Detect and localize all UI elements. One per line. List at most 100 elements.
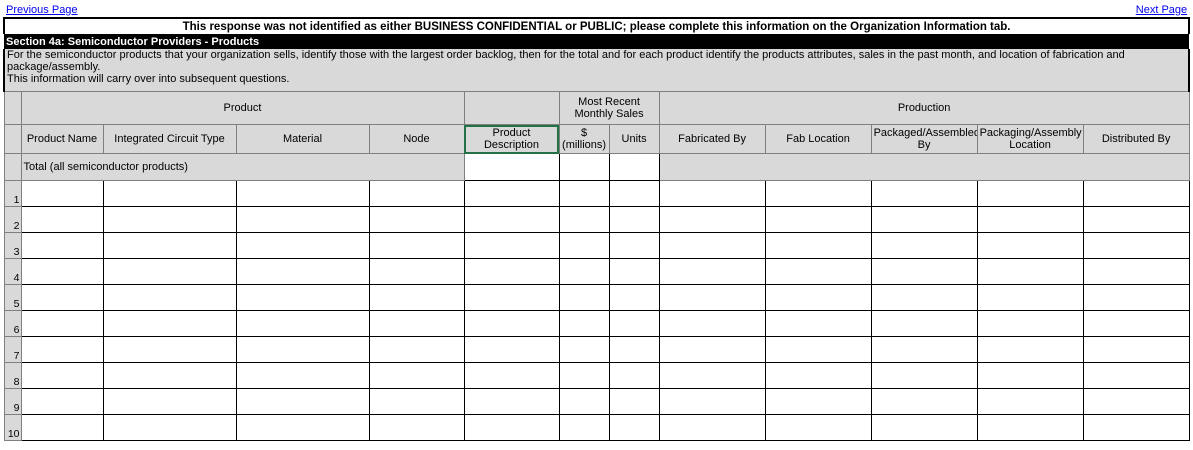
cell[interactable] [235, 206, 370, 233]
cell[interactable] [1082, 362, 1190, 389]
cell[interactable] [658, 180, 766, 207]
cell[interactable] [558, 362, 610, 389]
cell[interactable] [102, 258, 237, 285]
cell[interactable] [20, 180, 104, 207]
cell[interactable] [658, 414, 766, 441]
cell[interactable] [608, 258, 660, 285]
cell[interactable] [870, 284, 978, 311]
cell[interactable] [102, 336, 237, 363]
cell[interactable] [463, 388, 560, 415]
cell[interactable] [20, 336, 104, 363]
cell[interactable] [1082, 284, 1190, 311]
cell[interactable] [658, 232, 766, 259]
cell[interactable] [764, 232, 872, 259]
cell[interactable] [870, 336, 978, 363]
cell[interactable] [608, 362, 660, 389]
cell[interactable] [1082, 336, 1190, 363]
cell[interactable] [976, 362, 1084, 389]
cell[interactable] [368, 258, 465, 285]
cell[interactable] [235, 284, 370, 311]
cell[interactable] [368, 362, 465, 389]
cell[interactable] [608, 206, 660, 233]
cell[interactable] [558, 388, 610, 415]
cell[interactable] [870, 258, 978, 285]
cell[interactable] [976, 180, 1084, 207]
cell[interactable] [658, 258, 766, 285]
cell[interactable] [608, 180, 660, 207]
cell[interactable] [558, 284, 610, 311]
cell[interactable] [764, 414, 872, 441]
cell[interactable] [20, 362, 104, 389]
cell[interactable] [20, 284, 104, 311]
cell[interactable] [102, 206, 237, 233]
cell[interactable] [102, 232, 237, 259]
cell[interactable] [764, 284, 872, 311]
cell[interactable] [658, 206, 766, 233]
cell[interactable] [102, 180, 237, 207]
cell[interactable] [658, 284, 766, 311]
cell[interactable] [463, 258, 560, 285]
cell[interactable] [608, 388, 660, 415]
cell[interactable] [764, 206, 872, 233]
cell[interactable] [976, 232, 1084, 259]
cell[interactable] [558, 336, 610, 363]
cell[interactable] [976, 414, 1084, 441]
cell[interactable] [558, 310, 610, 337]
cell[interactable] [235, 180, 370, 207]
cell[interactable] [368, 414, 465, 441]
cell[interactable] [976, 336, 1084, 363]
cell[interactable] [463, 153, 560, 181]
cell[interactable] [558, 232, 610, 259]
cell[interactable] [608, 153, 660, 181]
cell[interactable] [1082, 232, 1190, 259]
cell[interactable] [764, 310, 872, 337]
cell[interactable] [20, 388, 104, 415]
cell[interactable] [235, 362, 370, 389]
previous-page-link[interactable]: Previous Page [6, 4, 78, 16]
cell[interactable] [976, 206, 1084, 233]
cell[interactable] [235, 258, 370, 285]
cell[interactable] [368, 388, 465, 415]
cell[interactable] [764, 388, 872, 415]
cell[interactable] [463, 336, 560, 363]
cell[interactable] [608, 310, 660, 337]
cell[interactable] [558, 258, 610, 285]
cell[interactable] [658, 362, 766, 389]
cell[interactable] [102, 362, 237, 389]
cell[interactable] [976, 284, 1084, 311]
cell[interactable] [1082, 414, 1190, 441]
cell[interactable] [608, 414, 660, 441]
cell[interactable] [870, 414, 978, 441]
cell[interactable] [608, 232, 660, 259]
cell[interactable] [20, 310, 104, 337]
cell[interactable] [368, 180, 465, 207]
cell[interactable] [764, 362, 872, 389]
cell[interactable] [870, 232, 978, 259]
cell[interactable] [658, 310, 766, 337]
cell[interactable] [20, 232, 104, 259]
cell[interactable] [235, 388, 370, 415]
cell[interactable] [235, 310, 370, 337]
cell[interactable] [658, 336, 766, 363]
cell[interactable] [102, 388, 237, 415]
cell[interactable] [608, 284, 660, 311]
cell[interactable] [368, 206, 465, 233]
cell[interactable] [976, 388, 1084, 415]
cell[interactable] [658, 388, 766, 415]
cell[interactable] [1082, 180, 1190, 207]
cell[interactable] [764, 180, 872, 207]
cell[interactable] [558, 414, 610, 441]
cell[interactable] [102, 414, 237, 441]
cell[interactable] [1082, 388, 1190, 415]
cell[interactable] [463, 284, 560, 311]
cell[interactable] [558, 180, 610, 207]
cell[interactable] [463, 180, 560, 207]
cell[interactable] [1082, 258, 1190, 285]
cell[interactable] [102, 284, 237, 311]
cell[interactable] [870, 206, 978, 233]
cell[interactable] [558, 153, 610, 181]
cell[interactable] [235, 336, 370, 363]
cell[interactable] [463, 414, 560, 441]
cell[interactable] [463, 310, 560, 337]
cell[interactable] [235, 232, 370, 259]
